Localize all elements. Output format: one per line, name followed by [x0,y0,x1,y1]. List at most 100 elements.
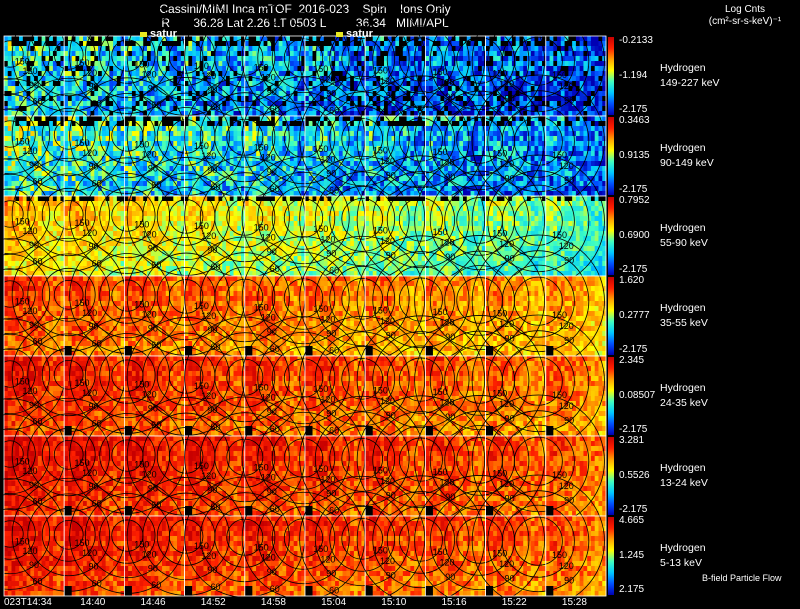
contour-label: 150 [433,547,448,557]
contour-label: 60 [270,424,280,434]
contour-label: 90 [267,567,277,577]
contour-label: 90 [29,480,39,490]
contour-label: 90 [207,565,217,575]
colorbar-value: 2.345 [619,355,645,366]
contour-label: 90 [505,94,515,104]
time-tick-label: 14:58 [260,597,286,608]
colorbar-value: -2.175 [619,424,648,435]
contour-label: 150 [433,467,448,477]
contour-label: 150 [492,69,507,79]
colorbar [608,37,614,115]
contour-label: 120 [499,159,514,169]
contour-label: 90 [326,489,336,499]
contour-label: 150 [552,70,567,80]
contour-label: 90 [148,83,158,93]
contour-label: 90 [89,322,99,332]
contour-label: 150 [552,310,567,320]
contour-label: 150 [433,147,448,157]
contour-label: 60 [270,264,280,274]
contour-label: 150 [134,460,149,470]
contour-label: 150 [313,64,328,74]
contour-label: 120 [142,150,157,160]
contour-label: 150 [433,307,448,317]
colorbar-value: -2.175 [619,264,648,275]
contour-label: 90 [148,243,158,253]
contour-label: 120 [440,238,455,248]
contour-label: 120 [201,71,216,81]
contour-label: 90 [445,412,455,422]
contour-label: 60 [33,577,43,587]
contour-label: 120 [142,310,157,320]
contour-label: 120 [23,226,38,236]
contour-label: 60 [33,337,43,347]
contour-label: 90 [29,160,39,170]
species-label: Hydrogen [660,62,706,74]
colorbar-value: 2.175 [619,584,645,595]
contour-label: 150 [134,300,149,310]
contour-label: 90 [148,323,158,333]
contour-label: 150 [75,138,90,148]
contour-label: 90 [386,90,396,100]
contour-label: 60 [92,338,102,348]
contour-label: 150 [75,378,90,388]
contour-label: 120 [82,548,97,558]
contour-label: 120 [320,554,335,564]
contour-label: 150 [15,217,30,227]
contour-label: 90 [445,572,455,582]
saturation-marker [140,32,147,37]
contour-label: 150 [75,218,90,228]
contour-label: 150 [254,303,269,313]
time-tick-label: 15:10 [381,597,407,608]
colorbar-value: 0.2777 [619,310,650,321]
contour-label: 120 [82,68,97,78]
colorbar [608,357,614,435]
colorbar [608,197,614,275]
contour-label: 90 [564,496,574,506]
contour-label: 90 [29,400,39,410]
contour-label: 120 [440,558,455,568]
contour-label: 150 [254,543,269,553]
contour-label: 120 [499,79,514,89]
contour-label: 150 [552,390,567,400]
contour-label: 150 [134,540,149,550]
colorbar-value: -2.175 [619,344,648,355]
contour-label: 150 [313,144,328,154]
energy-label: 90-149 keV [660,157,714,169]
contour-label: 150 [373,146,388,156]
contour-label: 90 [445,492,455,502]
contour-label: 90 [326,409,336,419]
contour-label: 60 [329,586,339,596]
contour-label: 60 [329,506,339,516]
contour-label: 90 [89,242,99,252]
contour-label: 90 [207,85,217,95]
contour-label: 150 [15,57,30,67]
contour-label: 120 [23,386,38,396]
contour-label: 150 [552,470,567,480]
contour-label: 90 [564,96,574,106]
contour-label: 120 [559,401,574,411]
contour-label: 90 [326,249,336,259]
contour-label: 90 [89,562,99,572]
contour-label: 90 [207,325,217,335]
saturation-label: satur [346,28,373,40]
contour-label: 120 [142,70,157,80]
contour-label: 120 [499,559,514,569]
time-tick-label: 14:46 [140,597,166,608]
contour-label: 120 [380,316,395,326]
contour-label: 150 [373,66,388,76]
contour-label: 90 [207,165,217,175]
contour-label: 90 [445,92,455,102]
contour-label: 120 [499,399,514,409]
colorbar [608,437,614,515]
contour-label: 60 [211,422,221,432]
contour-label: 150 [75,538,90,548]
contour-label: 150 [433,387,448,397]
contour-label: 60 [270,344,280,354]
contour-label: 60 [270,184,280,194]
energy-label: 35-55 keV [660,317,708,329]
contour-label: 90 [326,329,336,339]
